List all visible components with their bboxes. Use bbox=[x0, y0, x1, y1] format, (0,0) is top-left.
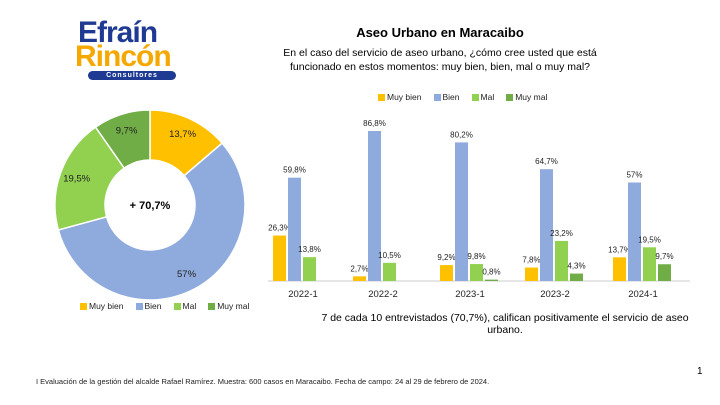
bar-label: 13,7% bbox=[608, 245, 631, 254]
bar bbox=[440, 265, 453, 281]
legend-label: Muy mal bbox=[217, 301, 250, 311]
bar bbox=[540, 169, 553, 281]
pie-center-label: + 70,7% bbox=[130, 200, 171, 212]
survey-question: En el caso del servicio de aseo urbano, … bbox=[283, 47, 597, 73]
legend-label: Muy bien bbox=[387, 92, 422, 102]
pie-slice bbox=[94, 109, 151, 170]
chart-title: Aseo Urbano en Maracaibo bbox=[356, 25, 524, 40]
pie-slice bbox=[54, 126, 126, 231]
bar bbox=[555, 240, 568, 281]
category-label: 2022-1 bbox=[288, 289, 318, 300]
category-label: 2024-1 bbox=[628, 289, 658, 300]
legend-item: Muy mal bbox=[208, 301, 249, 311]
legend-item: Muy bien bbox=[378, 92, 422, 102]
bar bbox=[273, 235, 286, 281]
pie-slice bbox=[57, 142, 246, 301]
pie-legend: Muy bien Bien Mal Muy mal bbox=[80, 301, 249, 311]
legend-swatch bbox=[378, 94, 385, 102]
bar-label: 9,8% bbox=[467, 252, 485, 261]
legend-label: Bien bbox=[442, 92, 460, 102]
pie-label: 57% bbox=[177, 269, 197, 280]
bar-label: 19,5% bbox=[638, 235, 661, 244]
pie-label: 19,5% bbox=[63, 173, 90, 184]
bar bbox=[658, 264, 671, 281]
legend-label: Bien bbox=[144, 301, 162, 311]
bar-label: 9,7% bbox=[655, 252, 673, 261]
logo-rincon: Rincón bbox=[75, 40, 172, 73]
legend-swatch bbox=[471, 94, 479, 102]
bar-label: 7,8% bbox=[522, 256, 540, 265]
legend-item: Mal bbox=[173, 301, 197, 311]
bar-label: 26,3% bbox=[268, 224, 291, 233]
category-label: 2022-2 bbox=[368, 289, 398, 300]
footer-source: I Evaluación de la gestión del alcalde R… bbox=[36, 377, 490, 386]
bar bbox=[485, 279, 498, 281]
summary-note: 7 de cada 10 entrevistados (70,7%), cali… bbox=[321, 312, 689, 336]
legend-swatch bbox=[173, 303, 181, 311]
page-number: 1 bbox=[697, 366, 703, 377]
bar-label: 0,8% bbox=[482, 268, 500, 277]
bar-label: 10,5% bbox=[378, 251, 401, 260]
bar-label: 2,7% bbox=[350, 264, 368, 273]
legend-label: Mal bbox=[480, 92, 495, 102]
bar bbox=[613, 257, 626, 281]
legend-item: Muy mal bbox=[506, 92, 547, 102]
bar-legend: Muy bien Bien Mal Muy mal bbox=[378, 92, 547, 102]
logo-consultores: Consultores bbox=[88, 71, 176, 80]
pie-label: 13,7% bbox=[169, 129, 196, 140]
legend-item: Muy bien bbox=[80, 301, 124, 311]
bar bbox=[470, 264, 483, 281]
bar-label: 59,8% bbox=[283, 166, 306, 175]
legend-item: Mal bbox=[471, 92, 495, 102]
legend-label: Muy mal bbox=[515, 92, 548, 102]
bar bbox=[455, 142, 468, 281]
legend-label: Muy bien bbox=[89, 301, 124, 311]
bar bbox=[525, 267, 538, 281]
category-label: 2023-1 bbox=[455, 289, 485, 300]
bar-label: 4,3% bbox=[567, 262, 585, 271]
legend-item: Bien bbox=[135, 301, 162, 311]
bar bbox=[288, 177, 301, 281]
bar-label: 64,7% bbox=[535, 157, 558, 166]
bar bbox=[643, 247, 656, 281]
legend-item: Bien bbox=[433, 92, 460, 102]
bar-label: 13,8% bbox=[298, 245, 321, 254]
legend-label: Mal bbox=[182, 301, 197, 311]
legend-swatch bbox=[80, 303, 87, 311]
category-label: 2023-2 bbox=[540, 289, 570, 300]
legend-swatch bbox=[208, 303, 216, 311]
bar bbox=[303, 257, 316, 281]
legend-swatch bbox=[135, 303, 143, 311]
bar-label: 23,2% bbox=[550, 229, 573, 238]
pie-label: 9,7% bbox=[116, 126, 138, 137]
bar-label: 57% bbox=[626, 170, 642, 179]
bar bbox=[353, 276, 366, 281]
legend-swatch bbox=[506, 94, 514, 102]
logo-efrain: Efraín bbox=[78, 16, 158, 49]
legend-swatch bbox=[433, 94, 441, 102]
bar-label: 86,8% bbox=[363, 119, 386, 128]
bar bbox=[383, 262, 396, 281]
bar-label: 9,2% bbox=[437, 253, 455, 262]
bar bbox=[368, 131, 381, 281]
bar bbox=[628, 182, 641, 281]
bar-label: 80,2% bbox=[450, 130, 473, 139]
bar bbox=[570, 273, 583, 281]
